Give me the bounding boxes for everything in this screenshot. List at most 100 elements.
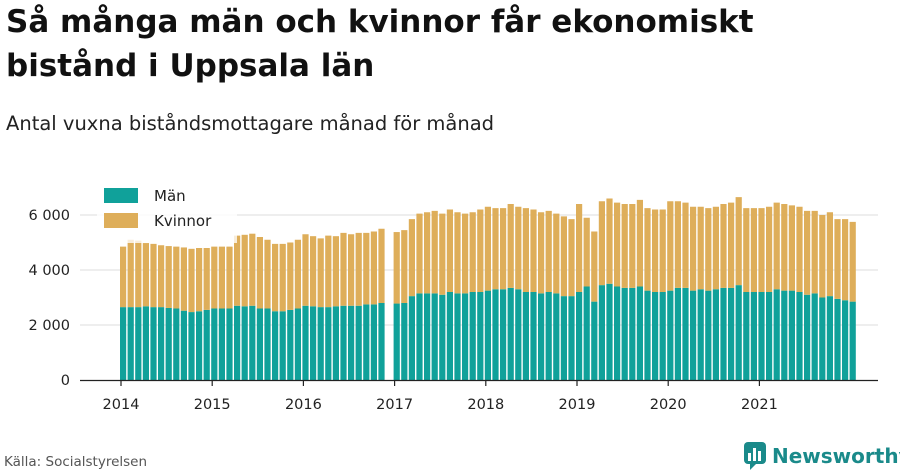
bar-women — [302, 234, 309, 306]
bar-women — [446, 209, 453, 292]
bar-men — [408, 296, 415, 380]
legend-label-women: Kvinnor — [154, 212, 212, 230]
bar-women — [234, 235, 241, 306]
bar-women — [819, 215, 826, 298]
bar-men — [788, 290, 795, 380]
bar-men — [591, 301, 598, 380]
chart-title: Så många män och kvinnor får ekonomiskt … — [6, 4, 754, 84]
bar-women — [614, 202, 621, 287]
bar-women — [697, 206, 704, 290]
bar-men — [142, 306, 149, 380]
bar-women — [477, 209, 484, 292]
legend-swatch-men — [104, 188, 138, 203]
bar-men — [287, 309, 294, 380]
bar-women — [416, 213, 423, 294]
bar-women — [180, 247, 187, 311]
bar-women — [804, 210, 811, 295]
bar-women — [454, 212, 461, 294]
bar-women — [629, 204, 636, 288]
bar-men — [272, 311, 279, 380]
bar-men — [697, 289, 704, 380]
bar-women — [188, 248, 195, 313]
bar-men — [667, 290, 674, 380]
bar-women — [241, 234, 248, 307]
bar-men — [477, 292, 484, 380]
bar-women — [712, 206, 719, 290]
bar-men — [180, 310, 187, 380]
bar-men — [348, 305, 355, 380]
bar-women — [553, 213, 560, 294]
bar-women — [743, 208, 750, 292]
bar-women — [781, 204, 788, 291]
bar-men — [576, 292, 583, 380]
bar-men — [355, 305, 362, 380]
bar-women — [515, 206, 522, 290]
bar-women — [811, 210, 818, 294]
bar-men — [469, 292, 476, 380]
bar-men — [264, 308, 271, 380]
bar-women — [788, 205, 795, 291]
bar-men — [545, 292, 552, 380]
bar-women — [294, 239, 301, 309]
bar-women — [636, 199, 643, 287]
bar-women — [127, 239, 134, 308]
bar-women — [530, 209, 537, 292]
bar-men — [188, 312, 195, 380]
bar-chart-logo-icon — [744, 442, 766, 470]
bar-men — [606, 283, 613, 380]
bar-men — [317, 307, 324, 380]
bar-women — [287, 242, 294, 310]
y-tick-label: 6 000 — [28, 208, 70, 224]
bar-women — [150, 243, 157, 308]
bar-men — [203, 309, 210, 380]
bar-men — [834, 298, 841, 380]
brand-name: Newsworthy — [772, 444, 900, 468]
bar-men — [598, 285, 605, 380]
bar-men — [507, 287, 514, 380]
bar-women — [158, 245, 165, 308]
bar-men — [249, 305, 256, 380]
bar-women — [348, 234, 355, 306]
bar-women — [484, 206, 491, 291]
bar-women — [652, 209, 659, 292]
y-tick-label: 2 000 — [28, 318, 70, 334]
bar-men — [553, 293, 560, 380]
bar-men — [424, 293, 431, 380]
bar-men — [720, 287, 727, 380]
legend-swatch-women — [104, 213, 138, 228]
bar-women — [256, 237, 263, 309]
bar-women — [401, 230, 408, 303]
legend-label-men: Män — [154, 187, 186, 205]
bar-women — [667, 201, 674, 291]
bar-women — [674, 201, 681, 288]
bar-women — [849, 221, 856, 302]
bar-men — [515, 289, 522, 380]
x-tick-label: 2016 — [285, 397, 322, 413]
bar-women — [469, 212, 476, 292]
bar-women — [211, 246, 218, 309]
bar-men — [743, 292, 750, 380]
x-tick-label: 2014 — [103, 397, 140, 413]
bar-women — [606, 198, 613, 284]
bar-men — [712, 289, 719, 380]
x-tick-label: 2021 — [741, 397, 778, 413]
bar-men — [310, 306, 317, 380]
bar-men — [690, 290, 697, 380]
bar-men — [378, 303, 385, 380]
bar-women — [249, 233, 256, 306]
bar-women — [310, 236, 317, 307]
bar-men — [150, 307, 157, 380]
chart-subtitle: Antal vuxna biståndsmottagare månad för … — [6, 112, 495, 135]
bar-men — [340, 305, 347, 380]
bar-women — [378, 228, 385, 303]
bar-men — [241, 306, 248, 380]
bar-women — [560, 216, 567, 297]
bar-women — [796, 206, 803, 292]
bar-men — [819, 297, 826, 380]
bar-men — [758, 292, 765, 380]
bar-men — [659, 292, 666, 380]
x-tick-label: 2017 — [376, 397, 413, 413]
x-tick-label: 2015 — [194, 397, 231, 413]
bar-men — [439, 294, 446, 380]
